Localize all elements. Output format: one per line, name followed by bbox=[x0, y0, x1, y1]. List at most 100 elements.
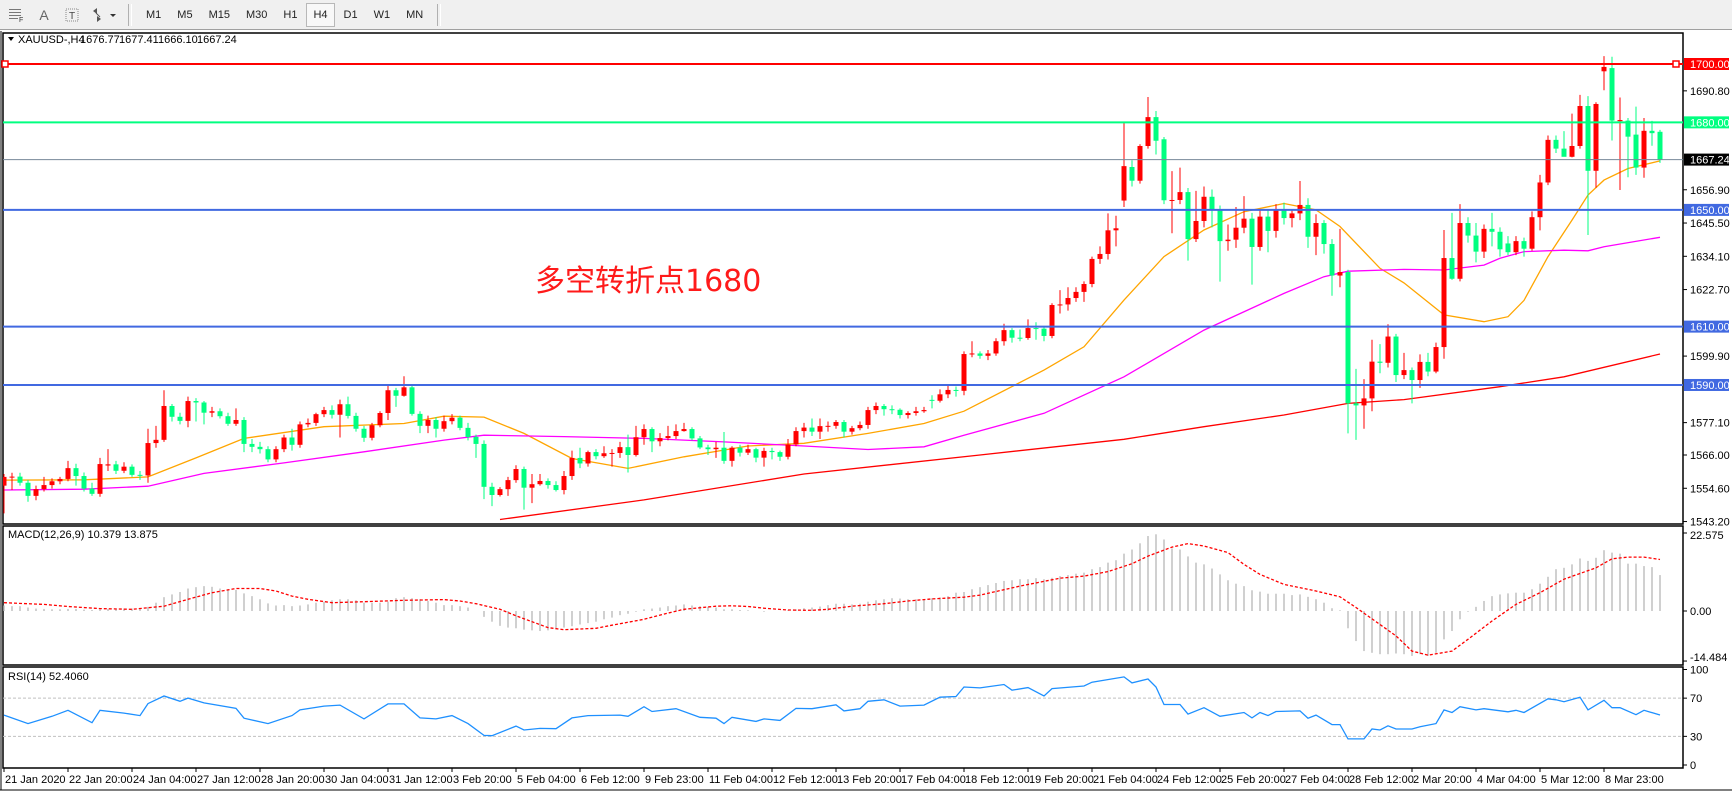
price-axis-label: 1622.70 bbox=[1690, 285, 1730, 297]
text-label-icon[interactable]: T bbox=[60, 3, 84, 27]
candle-body bbox=[1281, 209, 1287, 219]
candle-body bbox=[969, 353, 975, 355]
candle-bearish bbox=[689, 427, 695, 441]
candle-bearish bbox=[1585, 96, 1591, 235]
timeframe-m15[interactable]: M15 bbox=[208, 8, 230, 21]
candle-bullish bbox=[161, 390, 167, 442]
candle-bearish bbox=[809, 418, 815, 437]
candle-body bbox=[985, 353, 991, 356]
candle-bearish bbox=[201, 401, 207, 425]
candle-bearish bbox=[465, 422, 471, 441]
candle-body bbox=[625, 447, 631, 456]
candle-bearish bbox=[249, 438, 255, 453]
candle-bullish bbox=[873, 402, 879, 415]
candle-body bbox=[1185, 192, 1191, 240]
timeframe-m5[interactable]: M5 bbox=[177, 8, 193, 21]
candle-body bbox=[1409, 370, 1415, 381]
timeframe-d1[interactable]: D1 bbox=[343, 8, 358, 21]
candle-body bbox=[1489, 228, 1495, 232]
main-panel bbox=[2, 32, 1684, 525]
timeframe-h4[interactable]: H4 bbox=[306, 2, 335, 27]
candle-bearish bbox=[1449, 212, 1455, 280]
candle-body bbox=[913, 411, 919, 413]
candle-bullish bbox=[57, 476, 63, 485]
candle-body bbox=[9, 476, 15, 478]
candle-body bbox=[513, 469, 519, 481]
candle-bullish bbox=[849, 425, 855, 435]
candle-bullish bbox=[1641, 117, 1647, 178]
candle-body bbox=[257, 446, 263, 450]
candle-body bbox=[1377, 361, 1383, 363]
timeframe-w1[interactable]: W1 bbox=[373, 8, 391, 21]
candle-bullish bbox=[985, 349, 991, 361]
timeframe-mn[interactable]: MN bbox=[406, 8, 424, 21]
candle-bullish bbox=[273, 446, 279, 463]
candle-body bbox=[841, 422, 847, 432]
candle-body bbox=[1505, 243, 1511, 253]
candle-body bbox=[833, 422, 839, 426]
grid-f-icon[interactable]: F bbox=[4, 3, 28, 27]
svg-text:F: F bbox=[19, 17, 23, 23]
candle-bullish bbox=[761, 447, 767, 467]
candle-bearish bbox=[1425, 352, 1431, 377]
candle-body bbox=[1193, 220, 1199, 240]
candle-body bbox=[1345, 272, 1351, 404]
candle-body bbox=[185, 401, 191, 421]
candle-body bbox=[337, 404, 343, 415]
timeframe-h1[interactable]: H1 bbox=[283, 8, 298, 21]
candle-bullish bbox=[449, 414, 455, 425]
candle-body bbox=[1425, 361, 1431, 372]
candle-body bbox=[537, 480, 543, 485]
candle-body bbox=[353, 415, 359, 429]
candle-bullish bbox=[1441, 230, 1447, 359]
time-axis-label: 24 Feb 12:00 bbox=[1157, 774, 1222, 786]
candle-body bbox=[1241, 218, 1247, 228]
macd-label: MACD(12,26,9) 10.379 13.875 bbox=[8, 529, 158, 541]
candle-body bbox=[1161, 139, 1167, 201]
candle-body bbox=[497, 489, 503, 495]
candle-bullish bbox=[1097, 246, 1103, 264]
candle-bullish bbox=[97, 457, 103, 497]
candle-body bbox=[1609, 68, 1615, 121]
toolbar-separator bbox=[128, 3, 132, 26]
candle-body bbox=[809, 427, 815, 432]
candle-body bbox=[689, 429, 695, 439]
candle-body bbox=[1033, 328, 1039, 330]
candle-body bbox=[361, 428, 367, 438]
candle-bearish bbox=[777, 450, 783, 461]
text-a-icon[interactable]: A bbox=[39, 6, 49, 23]
candle-bearish bbox=[753, 447, 759, 463]
rsi-axis-label: 100 bbox=[1690, 665, 1708, 677]
candle-bearish bbox=[361, 425, 367, 442]
price-chart[interactable]: 1700.00 1680.00 1667.24 1650.00 1610.00 1590.… bbox=[0, 30, 1732, 792]
candle-body bbox=[1201, 196, 1207, 221]
candle-body bbox=[1449, 258, 1455, 279]
candle-bearish bbox=[1329, 239, 1335, 296]
candle-body bbox=[1273, 209, 1279, 231]
time-axis-label: 6 Feb 12:00 bbox=[581, 774, 640, 786]
arrows-icon[interactable] bbox=[88, 3, 122, 27]
candle-body bbox=[377, 412, 383, 426]
candle-bullish bbox=[1257, 209, 1263, 251]
candle-body bbox=[393, 390, 399, 396]
time-axis-label: 19 Feb 20:00 bbox=[1029, 774, 1094, 786]
candle-bullish bbox=[729, 446, 735, 467]
collapse-triangle-icon[interactable] bbox=[8, 37, 14, 41]
candle-bearish bbox=[225, 412, 231, 426]
candle-bearish bbox=[1161, 136, 1167, 205]
time-axis-label: 13 Feb 20:00 bbox=[837, 774, 902, 786]
price-level-label: 1700.00 bbox=[1690, 59, 1730, 71]
rsi-line bbox=[3, 676, 1661, 740]
candle-bullish bbox=[1233, 206, 1239, 248]
candle-bearish bbox=[1465, 217, 1471, 243]
chart-close: 1667.24 bbox=[197, 34, 237, 46]
toolbar: F A T M1 M5 M15 M30 H1 H4 D1 W1 MN bbox=[0, 0, 1732, 30]
candle-bearish bbox=[1649, 120, 1655, 146]
candle-bullish bbox=[1385, 324, 1391, 368]
candle-bullish bbox=[921, 406, 927, 413]
timeframe-m1[interactable]: M1 bbox=[146, 8, 162, 21]
candle-body bbox=[1337, 272, 1343, 276]
candle-body bbox=[1625, 120, 1631, 137]
timeframe-m30[interactable]: M30 bbox=[245, 8, 268, 21]
candle-body bbox=[321, 410, 327, 415]
